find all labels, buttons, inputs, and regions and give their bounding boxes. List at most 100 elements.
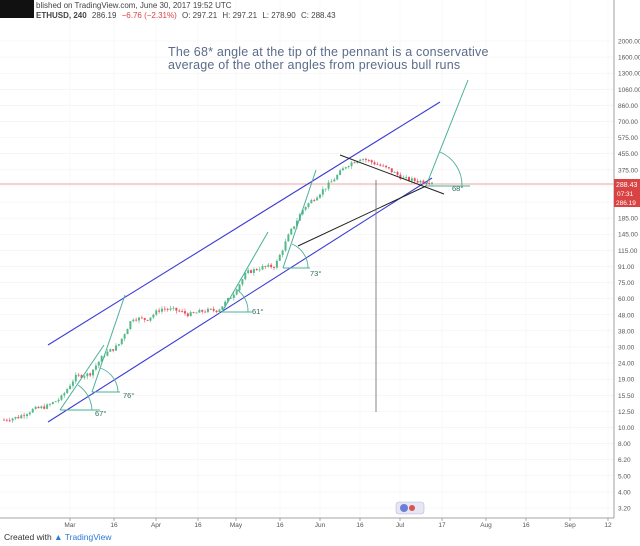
- candle-body: [428, 183, 431, 184]
- header-symbol: ETHUSD, 240: [36, 11, 87, 20]
- candle-body: [126, 328, 129, 335]
- candle-body: [97, 361, 100, 366]
- y-tick-label: 2000.00: [618, 39, 640, 46]
- candle-body: [318, 194, 321, 198]
- angle-67: 67°: [59, 344, 106, 418]
- candle-body: [382, 165, 385, 167]
- candle-body: [313, 200, 316, 201]
- candle-body: [66, 389, 69, 394]
- candle-body: [413, 178, 416, 181]
- candle-body: [135, 319, 138, 321]
- candle-body: [362, 159, 365, 160]
- candle-body: [17, 416, 20, 419]
- y-tick-label: 185.00: [618, 216, 638, 223]
- plot-area: [0, 0, 614, 518]
- candle-body: [255, 269, 258, 271]
- y-tick-label: 4.00: [618, 489, 631, 496]
- candle-body: [86, 373, 89, 377]
- candle-body: [109, 349, 112, 352]
- candle-body: [198, 310, 201, 313]
- candle-body: [51, 402, 54, 405]
- candle-body: [235, 290, 238, 295]
- x-tick-label: 16: [194, 522, 202, 529]
- candle-body: [347, 166, 350, 168]
- candle-body: [301, 209, 304, 215]
- candle-body: [307, 203, 310, 208]
- candle-body: [379, 164, 382, 166]
- candle-body: [270, 264, 273, 268]
- candle-body: [115, 345, 118, 351]
- candle-body: [94, 365, 97, 370]
- candle-body: [169, 308, 172, 310]
- y-tick-label: 5.00: [618, 473, 631, 480]
- candle-body: [359, 159, 362, 162]
- x-tick-label: 16: [356, 522, 364, 529]
- candle-body: [284, 241, 287, 251]
- candle-body: [37, 406, 40, 409]
- candle-body: [172, 307, 175, 309]
- candle-body: [385, 165, 388, 168]
- y-tick-label: 91.00: [618, 264, 635, 271]
- candle-body: [215, 310, 218, 312]
- chart-header: blished on TradingView.com, June 30, 201…: [0, 0, 640, 12]
- candle-body: [106, 351, 109, 356]
- candle-body: [324, 188, 327, 190]
- candle-body: [175, 307, 178, 311]
- price-label-box: [614, 179, 640, 189]
- candle-body: [8, 420, 11, 422]
- y-tick-label: 1300.00: [618, 71, 640, 78]
- annotation-line-1: The 68* angle at the tip of the pennant …: [168, 45, 489, 59]
- x-tick-label: 12: [604, 522, 612, 529]
- y-tick-label: 38.00: [618, 328, 635, 335]
- candle-body: [227, 297, 230, 302]
- candle-body: [229, 297, 232, 299]
- candle-body: [189, 312, 192, 317]
- candle-body: [387, 167, 390, 169]
- header-open: O: 297.21: [182, 11, 218, 20]
- y-tick-label: 6.20: [618, 457, 631, 464]
- candle-body: [43, 406, 46, 409]
- candle-body: [20, 415, 23, 419]
- candle-body: [23, 415, 26, 417]
- candle-body: [11, 418, 14, 421]
- candle-body: [350, 162, 353, 167]
- candle-body: [247, 270, 250, 274]
- grid: [0, 0, 614, 518]
- x-tick-label: Aug: [480, 522, 492, 529]
- candle-body: [74, 374, 77, 382]
- candle-body: [410, 178, 413, 181]
- x-tick-label: 17: [438, 522, 446, 529]
- candle-body: [273, 267, 276, 268]
- x-tick-label: Mar: [64, 522, 76, 529]
- y-axis: 2000.00 1600.00 1300.00 1060.00 860.00 700.00…: [618, 39, 640, 513]
- candle-body: [373, 162, 376, 165]
- tradingview-logo-icon: ▲: [54, 532, 63, 542]
- candle-body: [160, 308, 163, 312]
- chart-ohlc-row: ETHUSD, 240 286.19 −6.76 (−2.31%) O: 297…: [0, 10, 640, 22]
- candle-body: [132, 319, 135, 322]
- candle-body: [396, 172, 399, 175]
- candle-body: [330, 181, 333, 183]
- candle-body: [267, 264, 270, 267]
- countdown-label-box: [614, 189, 640, 198]
- candle-body: [422, 180, 425, 184]
- x-tick-label: 16: [110, 522, 118, 529]
- candle-body: [80, 375, 83, 378]
- x-tick-label: Jun: [315, 522, 326, 529]
- last-price-label: 286.19: [616, 200, 636, 207]
- candle-body: [183, 311, 186, 314]
- candle-body: [143, 318, 146, 320]
- y-tick-label: 24.00: [618, 361, 635, 368]
- footer-brand[interactable]: TradingView: [64, 532, 112, 542]
- header-high: H: 297.21: [222, 11, 258, 20]
- candle-body: [416, 180, 419, 183]
- x-tick-label: Sep: [564, 522, 576, 529]
- candle-body: [192, 312, 195, 314]
- candle-body: [77, 374, 80, 376]
- y-tick-label: 1060.00: [618, 87, 640, 94]
- candle-body: [281, 250, 284, 255]
- y-tick-label: 115.00: [618, 248, 638, 255]
- candle-body: [120, 338, 123, 345]
- y-tick-label: 455.00: [618, 151, 638, 158]
